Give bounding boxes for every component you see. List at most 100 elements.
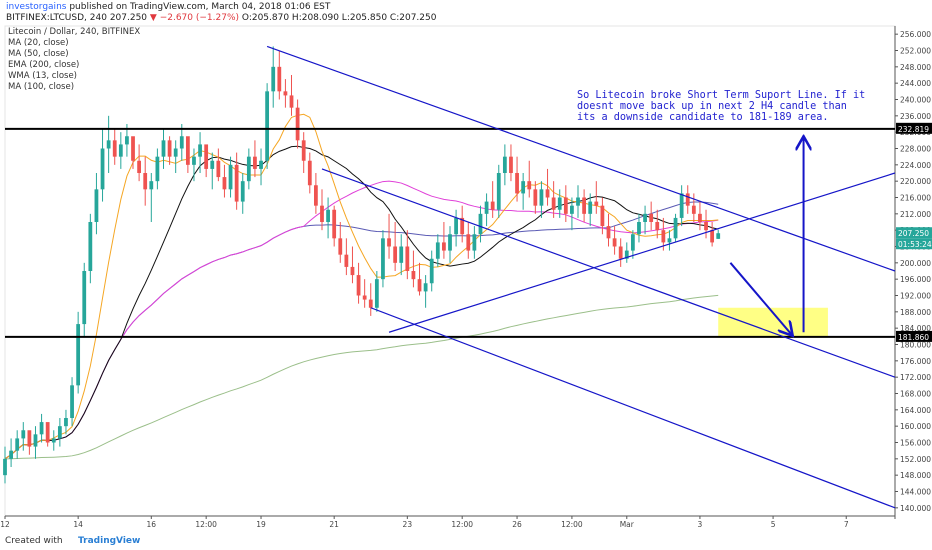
ohlc-values: O:205.870 H:208.090 L:205.850 C:207.250 [241, 13, 437, 23]
down-arrow [729, 262, 791, 334]
y-tick-label: 216.000 [900, 194, 931, 203]
candle-body [515, 173, 519, 194]
candle-body [33, 434, 38, 447]
candle-body [442, 242, 446, 251]
price-chart[interactable]: 140.000 144.000 148.000 152.000 156.000 160.0… [0, 24, 932, 533]
x-tick-label: 12:00 [195, 520, 217, 529]
candle-body [27, 430, 32, 447]
y-tick-label: 200.000 [900, 259, 931, 268]
support-price-label-bg [896, 330, 932, 342]
created-with: Created with [5, 536, 63, 546]
legend-ma20[interactable]: MA (20, close) [8, 38, 69, 48]
candle-body [704, 222, 708, 231]
annotation-text: So Litecoin broke Short Term Suport Line… [577, 90, 866, 123]
x-tick-label: Mar [620, 520, 635, 529]
legend-ema200[interactable]: EMA (200, close) [8, 60, 80, 70]
resistance-price-label-bg [896, 122, 932, 134]
candle-body [15, 438, 20, 451]
tradingview-logo[interactable]: TradingView [78, 536, 141, 546]
y-tick-label: 188.000 [900, 308, 931, 317]
candle-body [539, 189, 544, 206]
candle-body [612, 238, 617, 247]
candle-body [661, 230, 666, 243]
candle-body [460, 217, 465, 235]
ema200-line [4, 294, 719, 460]
candle-body [320, 205, 324, 222]
candle-body [259, 160, 263, 169]
candle-body [179, 136, 184, 149]
y-tick-label: 192.000 [900, 292, 931, 301]
y-tick-label: 244.000 [900, 79, 931, 88]
candle-body [362, 295, 367, 300]
candle-body [57, 426, 62, 439]
candle-body [405, 246, 410, 271]
candle-body [271, 66, 276, 92]
candle-body [691, 205, 696, 214]
candle-body [374, 279, 379, 308]
candle-body [21, 430, 26, 439]
y-tick-label: 168.000 [900, 390, 931, 399]
y-tick-label: 184.000 [900, 324, 931, 333]
candle-body [314, 185, 318, 206]
candle-body [423, 283, 428, 292]
candle-body [563, 197, 568, 214]
trend-line [266, 45, 896, 272]
candle-body [64, 418, 68, 427]
candle-body [502, 156, 507, 173]
candle-body [39, 422, 44, 435]
candle-body [198, 144, 202, 157]
candle-body [643, 213, 647, 222]
wma13-line [4, 180, 719, 460]
y-tick-label: 248.000 [900, 63, 931, 72]
footer: Created with TradingView [0, 533, 932, 550]
author-name[interactable]: investorgains [6, 2, 67, 12]
y-tick-label: 176.000 [900, 357, 931, 366]
legend-wma13[interactable]: WMA (13, close) [8, 71, 78, 81]
candle-body [344, 254, 349, 267]
candle-body [295, 107, 300, 141]
candle-body [9, 450, 13, 459]
y-tick-label: 156.000 [900, 439, 931, 448]
indicator-legend: Litecoin / Dollar, 240, BITFINEX MA (20,… [8, 27, 140, 93]
candle-body [716, 233, 721, 239]
candle-body [137, 160, 141, 173]
ma100-line [4, 201, 719, 460]
candle-body [429, 258, 434, 284]
legend-ma50[interactable]: MA (50, close) [8, 49, 69, 59]
countdown-label: 01:53:24 [898, 240, 932, 249]
publish-line: investorgains published on TradingView.c… [6, 2, 330, 12]
candle-body [94, 189, 99, 222]
candle-body [576, 197, 580, 206]
candle-body [143, 173, 148, 190]
y-tick-label: 160.000 [900, 422, 931, 431]
candle-body [655, 222, 660, 231]
candle-body [277, 66, 282, 92]
legend-ma100[interactable]: MA (100, close) [8, 82, 75, 92]
x-tick-label: 12 [0, 520, 10, 529]
support-price-label: 181.860 [898, 333, 929, 342]
candle-body [51, 438, 56, 443]
candle-body [228, 164, 233, 190]
candle-body [76, 324, 81, 386]
candle-body [381, 238, 385, 280]
candle-body [637, 222, 641, 235]
x-tick-label: 14 [73, 520, 83, 529]
candle-body [545, 189, 550, 198]
candle-body [167, 140, 172, 157]
candle-body [82, 271, 87, 325]
candle-body [466, 234, 471, 251]
symbol-line: BITFINEX:LTCUSD, 240 207.250 ▼ −2.670 (−… [6, 13, 436, 23]
candle-body [509, 156, 513, 173]
y-tick-label: 180.000 [900, 341, 931, 350]
candle-body [185, 136, 190, 165]
candle-body [557, 197, 562, 210]
candle-body [161, 140, 166, 157]
candle-body [478, 213, 483, 235]
candle-body [173, 148, 178, 157]
y-tick-label: 152.000 [900, 455, 931, 464]
candle-body [131, 136, 135, 161]
y-tick-label: 172.000 [900, 373, 931, 382]
candle-body [588, 201, 593, 214]
candle-body [600, 205, 605, 227]
candle-body [582, 197, 586, 214]
